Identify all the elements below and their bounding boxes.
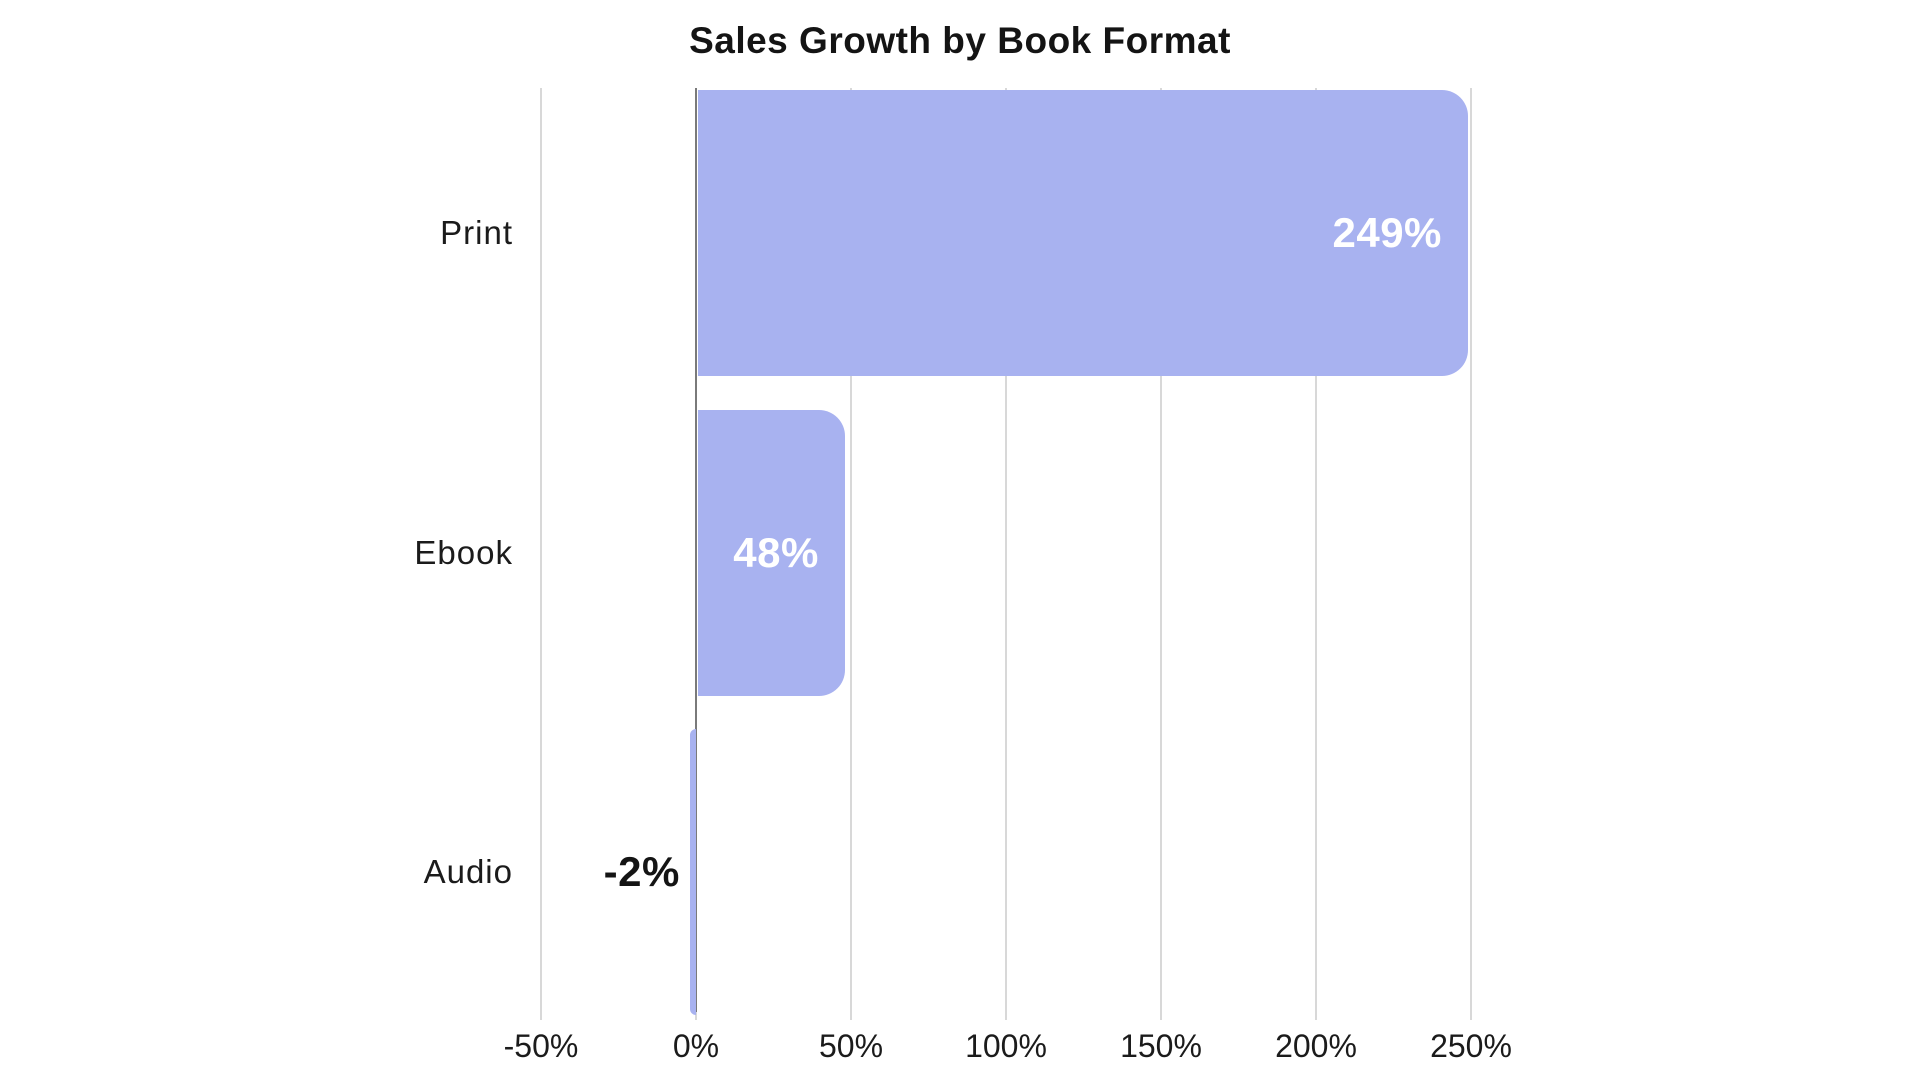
chart-title: Sales Growth by Book Format bbox=[689, 20, 1231, 61]
x-tick-label: 200% bbox=[1275, 1028, 1357, 1064]
x-tick-label: 100% bbox=[965, 1028, 1047, 1064]
axis-tick-mark bbox=[850, 1012, 852, 1020]
x-tick-label: -50% bbox=[503, 1028, 579, 1064]
axis-tick-mark bbox=[1470, 1012, 1472, 1020]
gridline bbox=[1470, 88, 1472, 1012]
gridline bbox=[540, 88, 542, 1012]
bar-audio bbox=[689, 729, 696, 1015]
bar-print bbox=[698, 90, 1468, 376]
value-label-audio: -2% bbox=[603, 848, 680, 895]
x-tick-label: 150% bbox=[1120, 1028, 1202, 1064]
gridline bbox=[1160, 88, 1162, 1012]
x-tick-label: 50% bbox=[818, 1028, 884, 1064]
category-label-audio: Audio bbox=[423, 853, 513, 890]
bar-ebook bbox=[698, 409, 845, 696]
category-label-ebook: Ebook bbox=[414, 533, 513, 571]
x-tick-label: 0% bbox=[672, 1028, 720, 1064]
plot-area: -50% 0% 50% 100% 150% 200% 250% bbox=[504, 88, 1512, 1064]
gridline bbox=[1005, 88, 1007, 1012]
axis-tick-mark bbox=[540, 1012, 542, 1020]
axis-tick-mark bbox=[1315, 1012, 1317, 1020]
zero-axis-line bbox=[695, 88, 697, 1012]
value-label-ebook: 48% bbox=[733, 528, 819, 576]
category-label-print: Print bbox=[440, 214, 513, 251]
axis-tick-mark bbox=[1160, 1012, 1162, 1020]
axis-tick-mark bbox=[695, 1012, 697, 1020]
axis-tick-mark bbox=[1005, 1012, 1007, 1020]
gridline bbox=[1315, 88, 1317, 1012]
x-tick-label: 250% bbox=[1430, 1028, 1512, 1064]
gridline bbox=[850, 88, 852, 1012]
value-label-print: 249% bbox=[1332, 209, 1442, 256]
